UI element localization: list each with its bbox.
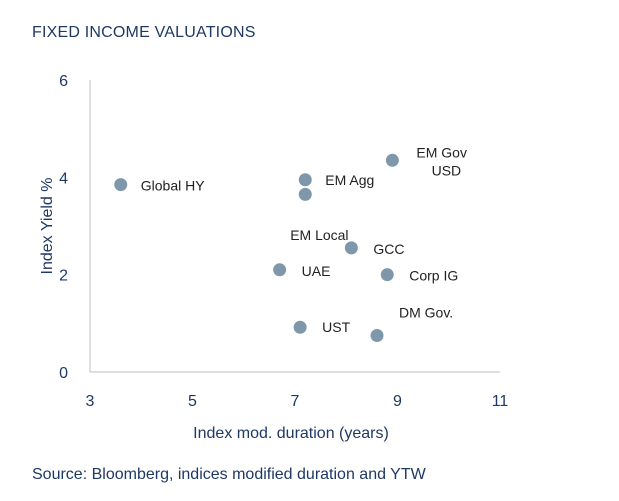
point-label: Corp IG (409, 268, 458, 284)
y-tick-label: 2 (59, 268, 68, 285)
y-tick-label: 6 (59, 73, 68, 90)
scatter-point (298, 173, 312, 187)
point-label: UAE (302, 263, 331, 279)
point-label: EM Gov (416, 144, 467, 160)
y-tick-label: 0 (59, 365, 68, 382)
point-label: UST (322, 319, 350, 335)
point-label: EM Agg (325, 172, 374, 188)
source-note: Source: Bloomberg, indices modified dura… (32, 466, 426, 483)
point-label: Global HY (141, 178, 205, 194)
x-tick-label: 7 (291, 393, 300, 410)
point-label: USD (432, 162, 462, 178)
x-tick-label: 11 (492, 393, 509, 410)
x-tick-label: 3 (86, 393, 95, 410)
y-axis-label: Index Yield % (39, 178, 56, 275)
scatter-point (293, 320, 307, 334)
scatter-point (370, 329, 384, 342)
scatter-point (380, 268, 394, 282)
point-label: DM Gov. (399, 305, 453, 321)
x-axis-label: Index mod. duration (years) (193, 425, 389, 442)
point-label: EM Local (290, 227, 348, 243)
scatter-point (273, 263, 287, 277)
scatter-point (114, 178, 128, 192)
y-tick-label: 4 (59, 170, 68, 187)
chart-title: FIXED INCOME VALUATIONS (32, 24, 256, 41)
scatter-point (344, 241, 358, 255)
scatter-point (298, 187, 312, 201)
point-label: GCC (373, 241, 404, 257)
scatter-point (385, 153, 399, 167)
x-tick-label: 9 (393, 393, 402, 410)
x-tick-label: 5 (188, 393, 197, 410)
